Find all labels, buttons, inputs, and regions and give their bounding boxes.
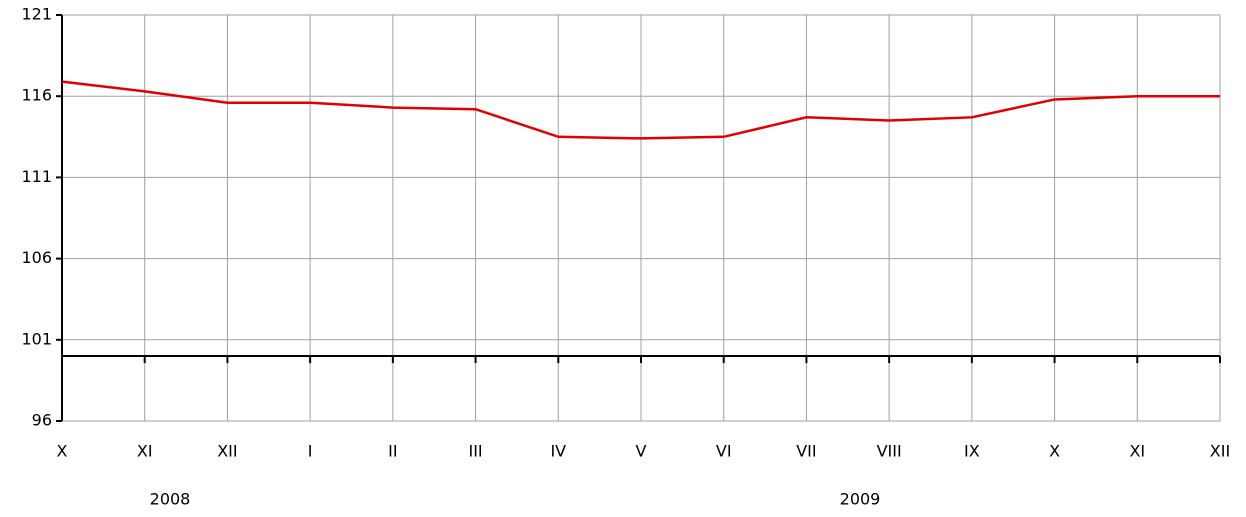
x-tick-label: III bbox=[468, 442, 482, 461]
x-tick-label: XII bbox=[217, 442, 237, 461]
x-tick-label: I bbox=[308, 442, 313, 461]
x-tick-label: IV bbox=[550, 442, 566, 461]
year-label: 2008 bbox=[150, 490, 191, 509]
x-tick-label: II bbox=[388, 442, 397, 461]
x-tick-label: VII bbox=[796, 442, 816, 461]
x-tick-label: V bbox=[636, 442, 647, 461]
y-tick-label: 121 bbox=[21, 5, 52, 24]
x-tick-label: VI bbox=[716, 442, 732, 461]
y-tick-label: 106 bbox=[21, 248, 52, 267]
y-tick-label: 116 bbox=[21, 86, 52, 105]
x-tick-label: XII bbox=[1210, 442, 1230, 461]
x-tick-label: XI bbox=[1129, 442, 1145, 461]
x-tick-label: X bbox=[1049, 442, 1060, 461]
x-tick-label: XI bbox=[137, 442, 153, 461]
x-tick-label: VIII bbox=[877, 442, 902, 461]
x-tick-label: IX bbox=[964, 442, 980, 461]
data-line bbox=[61, 80, 1220, 140]
year-label: 2009 bbox=[840, 490, 881, 509]
y-tick-label: 101 bbox=[21, 329, 52, 348]
y-tick-label: 111 bbox=[21, 167, 52, 186]
x-tick-label: X bbox=[57, 442, 68, 461]
y-tick-label: 96 bbox=[32, 411, 52, 430]
